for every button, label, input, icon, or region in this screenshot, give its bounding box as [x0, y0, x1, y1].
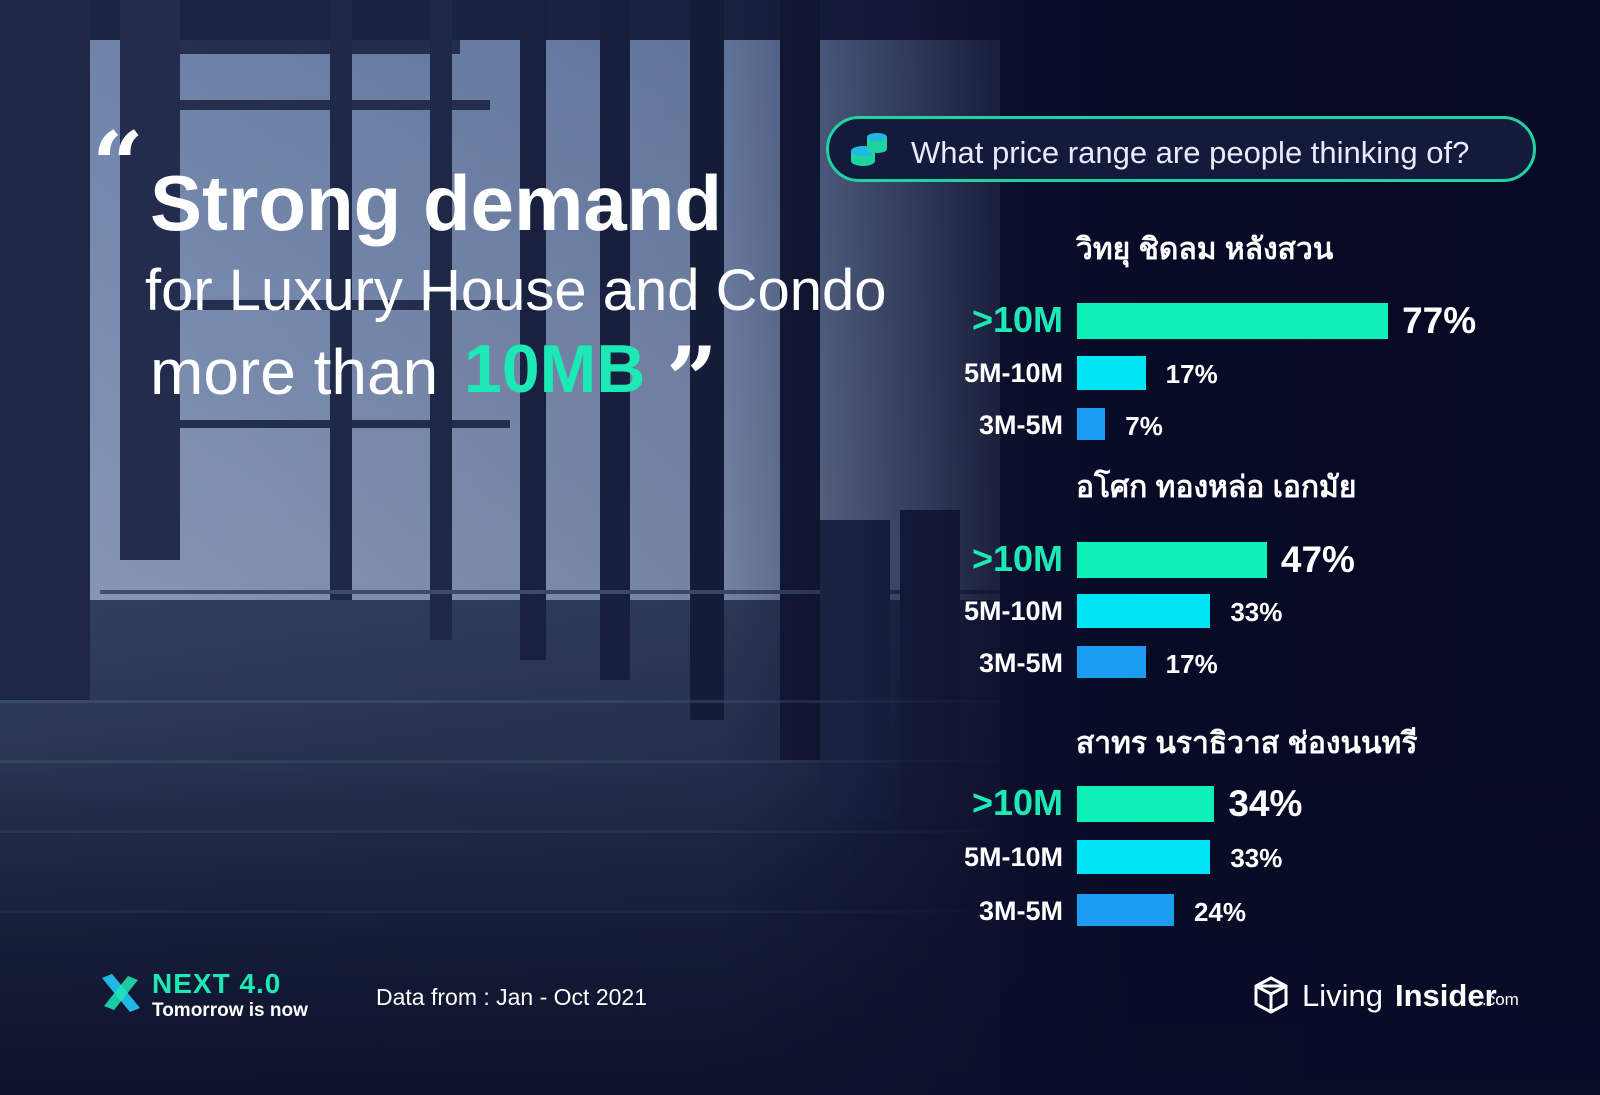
bar-gt10m: [1077, 303, 1389, 339]
bar-5m-10m: [1077, 356, 1146, 390]
question-banner: What price range are people thinking of?: [826, 116, 1536, 182]
chart-title-group-3: สาทร นราธิวาส ช่องนนทรี: [1076, 727, 1418, 760]
headline-line3: more than: [150, 336, 439, 408]
coins-stack-icon: [851, 133, 887, 166]
category-label-gt10m: >10M: [971, 782, 1063, 823]
category-label-gt10m: >10M: [971, 538, 1063, 579]
value-label-5m-10m: 33%: [1230, 597, 1283, 627]
brand-living: Living: [1302, 978, 1383, 1013]
value-label-5m-10m: 33%: [1230, 843, 1283, 873]
data-source-note: Data from : Jan - Oct 2021: [376, 984, 648, 1010]
category-label-gt10m: >10M: [971, 299, 1063, 340]
headline-strong: Strong demand: [150, 159, 723, 247]
category-label-5m-10m: 5M-10M: [963, 596, 1063, 626]
chart-title-group-2: อโศก ทองหล่อ เอกมัย: [1076, 471, 1357, 504]
next-tagline: Tomorrow is now: [152, 1000, 308, 1021]
value-label-gt10m: 77%: [1402, 300, 1477, 341]
bar-3m-5m: [1077, 408, 1106, 440]
brand-domain: .com: [1482, 990, 1519, 1009]
category-label-3m-5m: 3M-5M: [978, 648, 1063, 678]
bar-5m-10m: [1077, 840, 1211, 874]
close-quote-mark: ”: [666, 327, 718, 433]
headline-accent-value: 10MB: [464, 331, 646, 407]
bar-3m-5m: [1077, 894, 1174, 926]
question-text: What price range are people thinking of?: [911, 135, 1470, 170]
open-quote-mark: “: [92, 112, 144, 218]
category-label-5m-10m: 5M-10M: [963, 358, 1063, 388]
bar-3m-5m: [1077, 646, 1146, 678]
bar-5m-10m: [1077, 594, 1211, 628]
value-label-gt10m: 34%: [1228, 783, 1303, 824]
value-label-5m-10m: 17%: [1165, 359, 1218, 389]
category-label-3m-5m: 3M-5M: [978, 896, 1063, 926]
value-label-gt10m: 47%: [1280, 539, 1355, 580]
bar-gt10m: [1077, 542, 1267, 578]
living-insider-cube-icon: [1254, 976, 1288, 1014]
value-label-3m-5m: 17%: [1165, 649, 1218, 679]
value-label-3m-5m: 24%: [1193, 897, 1246, 927]
category-label-3m-5m: 3M-5M: [978, 410, 1063, 440]
category-label-5m-10m: 5M-10M: [963, 842, 1063, 872]
chart-title-group-1: วิทยุ ชิดลม หลังสวน: [1076, 233, 1334, 266]
headline-line2: for Luxury House and Condo: [145, 258, 887, 323]
next-x-logo-icon: [102, 974, 140, 1012]
value-label-3m-5m: 7%: [1125, 411, 1163, 441]
bar-gt10m: [1077, 786, 1215, 822]
next-title: NEXT 4.0: [152, 968, 282, 999]
brand-insider: Insider: [1395, 978, 1497, 1013]
